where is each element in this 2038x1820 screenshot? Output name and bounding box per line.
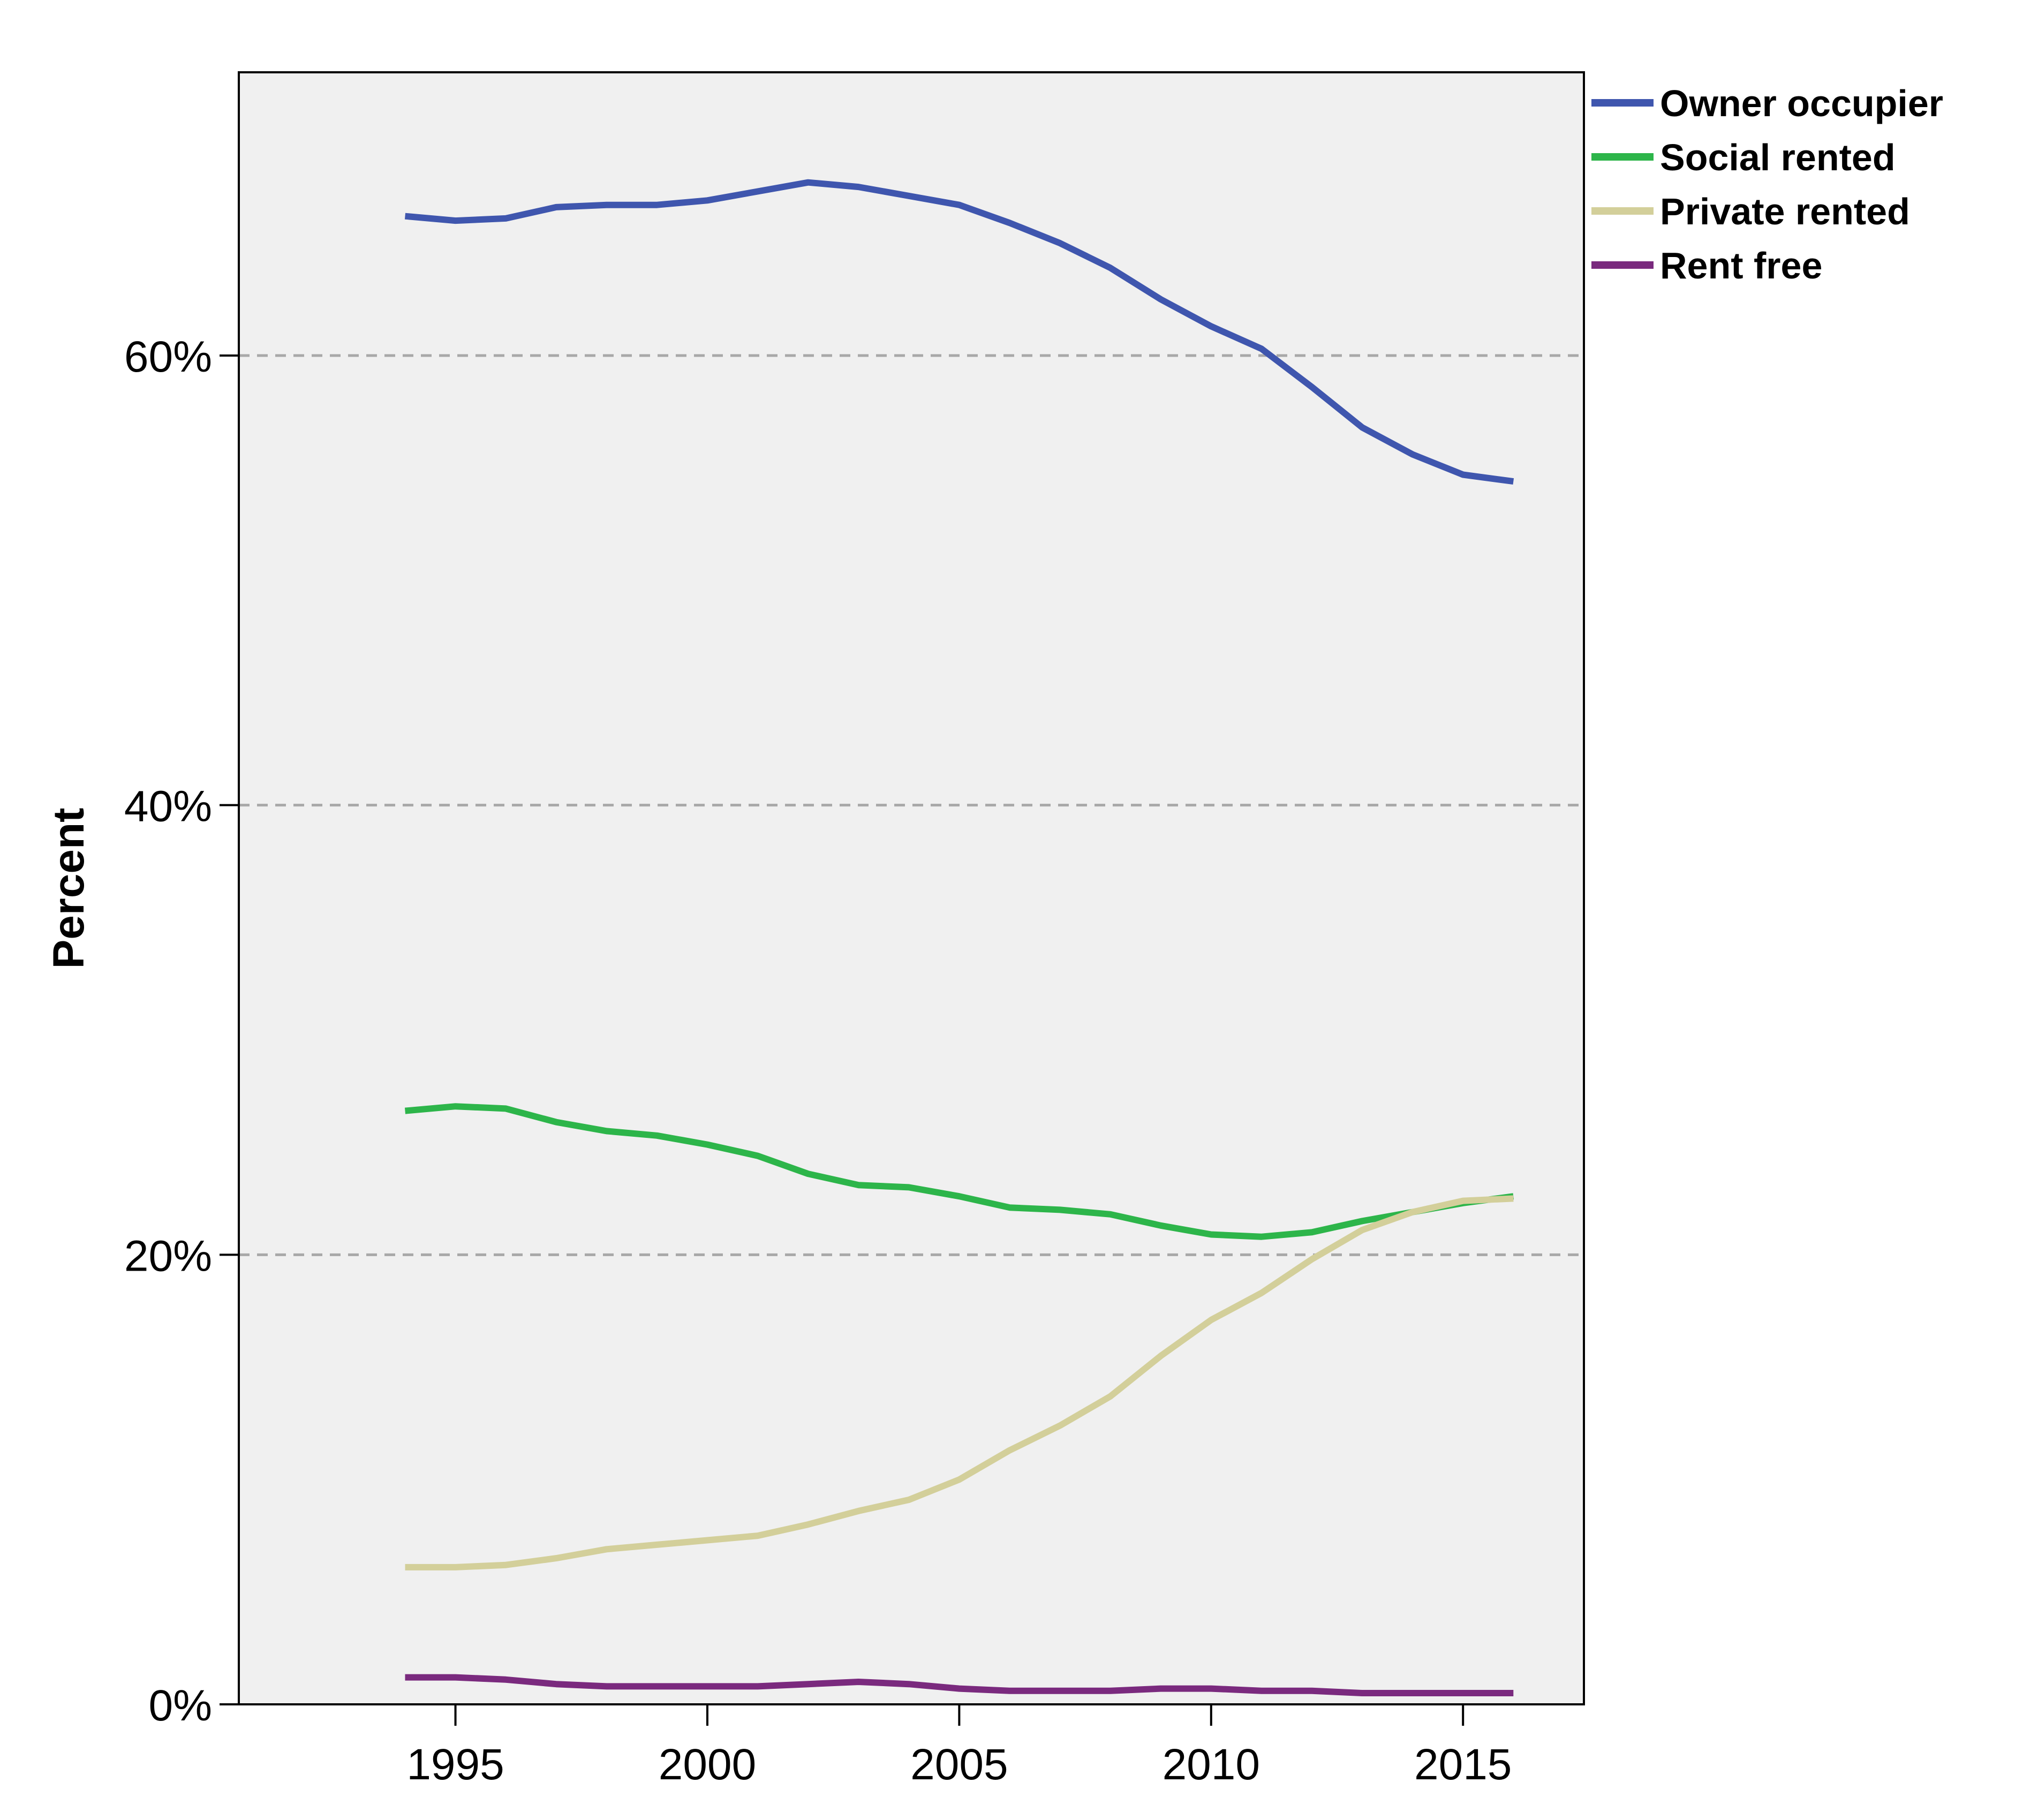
legend-label-owner-occupier: Owner occupier (1660, 82, 1943, 124)
series-line-private-rented (405, 1195, 1514, 1570)
x-tick-label-2010: 2010 (1163, 1740, 1260, 1789)
legend-label-rent-free: Rent free (1660, 245, 1822, 286)
y-tick-label-0pct: 0% (148, 1681, 212, 1730)
y-axis-label: Percent (44, 808, 93, 969)
series-line-social-rented (404, 1103, 1514, 1240)
y-axis: 0% 20% 40% 60% (124, 333, 239, 1730)
y-tick-label-20pct: 20% (124, 1232, 212, 1280)
y-tick-label-60pct: 60% (124, 333, 212, 381)
x-tick-label-1995: 1995 (406, 1740, 504, 1789)
gridlines (239, 354, 1584, 1256)
x-tick-label-2005: 2005 (910, 1740, 1008, 1789)
legend-label-private-rented: Private rented (1660, 191, 1910, 232)
plot-frame (238, 71, 1585, 1705)
x-axis: 1995 2000 2005 2010 2015 (406, 1704, 1512, 1789)
legend: Owner occupier Social rented Private rente… (1591, 82, 1943, 286)
series-lines (404, 179, 1514, 1696)
x-tick-label-2000: 2000 (659, 1740, 756, 1789)
y-tick-label-40pct: 40% (124, 782, 212, 831)
legend-label-social-rented: Social rented (1660, 137, 1896, 178)
x-tick-label-2015: 2015 (1414, 1740, 1512, 1789)
series-line-rent-free (405, 1674, 1514, 1696)
series-line-owner-occupier (404, 179, 1514, 485)
plot-background (239, 72, 1584, 1704)
